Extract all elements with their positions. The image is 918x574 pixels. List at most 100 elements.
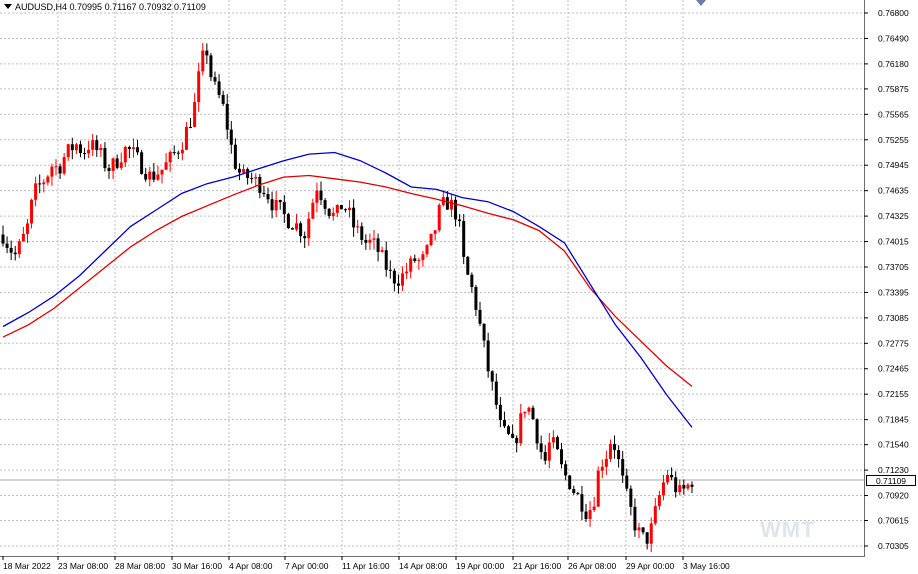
candle-body <box>299 223 303 237</box>
candle-body <box>388 269 392 271</box>
dropdown-arrow-icon[interactable] <box>4 4 12 9</box>
candle-body <box>21 233 25 242</box>
y-tick-label: 0.75875 <box>878 84 909 94</box>
candle-body <box>527 407 531 412</box>
candle-body <box>502 420 506 427</box>
x-tick-label: 14 Apr 08:00 <box>399 561 447 571</box>
y-tick-label: 0.73085 <box>878 313 909 323</box>
candle-body <box>686 484 690 489</box>
moving-average-slow-line <box>2 174 693 387</box>
candle-body <box>290 228 294 230</box>
candle-body <box>613 444 617 451</box>
candle-body <box>666 474 670 483</box>
candle-body <box>30 199 34 224</box>
candle-body <box>380 250 384 252</box>
candle-body <box>25 223 29 234</box>
candle-body <box>625 475 629 489</box>
candle-body <box>429 233 433 246</box>
candle-body <box>201 50 205 72</box>
x-tick-label: 28 Mar 08:00 <box>115 561 165 571</box>
close-value: 0.71109 <box>174 2 206 12</box>
candle-body <box>237 168 241 173</box>
candle-body <box>217 81 221 95</box>
candle-body <box>470 274 474 288</box>
candle-body <box>5 243 9 248</box>
open-value: 0.70995 <box>69 2 103 12</box>
candle-body <box>87 149 91 154</box>
candle-body <box>543 452 547 461</box>
y-tick-label: 0.74015 <box>878 237 909 247</box>
candle-body <box>274 199 278 211</box>
x-tick-label: 26 Apr 08:00 <box>568 561 616 571</box>
candle-body <box>335 205 339 213</box>
y-tick-label: 0.70305 <box>878 541 909 551</box>
candle-body <box>17 241 21 255</box>
candle-body <box>176 152 180 154</box>
candle-body <box>474 287 478 310</box>
y-tick-label: 0.72155 <box>878 389 909 399</box>
candle-body <box>311 202 315 219</box>
high-value: 0.71167 <box>104 2 137 12</box>
candle-body <box>46 176 50 183</box>
candle-body <box>661 482 665 496</box>
candle-body <box>604 458 608 467</box>
candle-body <box>641 527 645 533</box>
y-tick-label: 0.71230 <box>878 465 909 475</box>
candle-body <box>242 169 246 173</box>
candle-body <box>164 162 168 170</box>
candle-body <box>653 506 657 524</box>
candle-body <box>482 323 486 341</box>
y-tick-label: 0.70615 <box>878 516 909 526</box>
candle-body <box>303 236 307 239</box>
x-tick-label: 7 Apr 00:00 <box>285 561 329 571</box>
plot-area[interactable] <box>0 0 865 557</box>
candle-body <box>592 506 596 511</box>
candle-body <box>99 147 103 151</box>
x-tick-label: 11 Apr 16:00 <box>342 561 390 571</box>
candle-body <box>168 152 172 163</box>
candle-body <box>327 208 331 217</box>
candle-body <box>368 239 372 243</box>
candle-body <box>160 169 164 175</box>
candle-body <box>115 158 119 168</box>
y-tick-label: 0.73705 <box>878 262 909 272</box>
candle-body <box>123 146 127 163</box>
candle-body <box>78 144 82 154</box>
candle-body <box>600 466 604 471</box>
candle-body <box>445 197 449 210</box>
candle-body <box>678 485 682 493</box>
candle-body <box>197 71 201 103</box>
candle-body <box>617 450 621 460</box>
y-tick-label: 0.74945 <box>878 160 909 170</box>
candle-body <box>425 245 429 255</box>
candle-body <box>34 183 38 200</box>
x-tick-label: 3 May 16:00 <box>683 561 730 571</box>
candle-body <box>111 158 115 172</box>
candle-body <box>91 140 95 150</box>
candle-body <box>250 178 254 180</box>
candle-body <box>70 144 74 151</box>
candle-body <box>405 271 409 274</box>
candle-body <box>58 166 62 174</box>
candle-body <box>576 493 580 495</box>
candle-body <box>180 149 184 154</box>
candle-body <box>507 426 511 434</box>
candle-body <box>555 437 559 450</box>
y-tick-label: 0.72465 <box>878 364 909 374</box>
moving-average-fast-line <box>2 151 693 428</box>
candle-body <box>519 413 523 444</box>
candle-body <box>437 204 441 231</box>
candle-body <box>339 205 343 210</box>
y-tick-label: 0.76490 <box>878 33 909 43</box>
candle-body <box>1 234 5 244</box>
candle-body <box>136 147 140 153</box>
candle-body <box>409 258 413 272</box>
chart-shift-marker-icon[interactable] <box>696 0 706 6</box>
candle-body <box>103 147 107 169</box>
candle-body <box>225 103 229 130</box>
candle-body <box>560 449 564 465</box>
candle-body <box>119 162 123 168</box>
candle-body <box>172 152 176 154</box>
